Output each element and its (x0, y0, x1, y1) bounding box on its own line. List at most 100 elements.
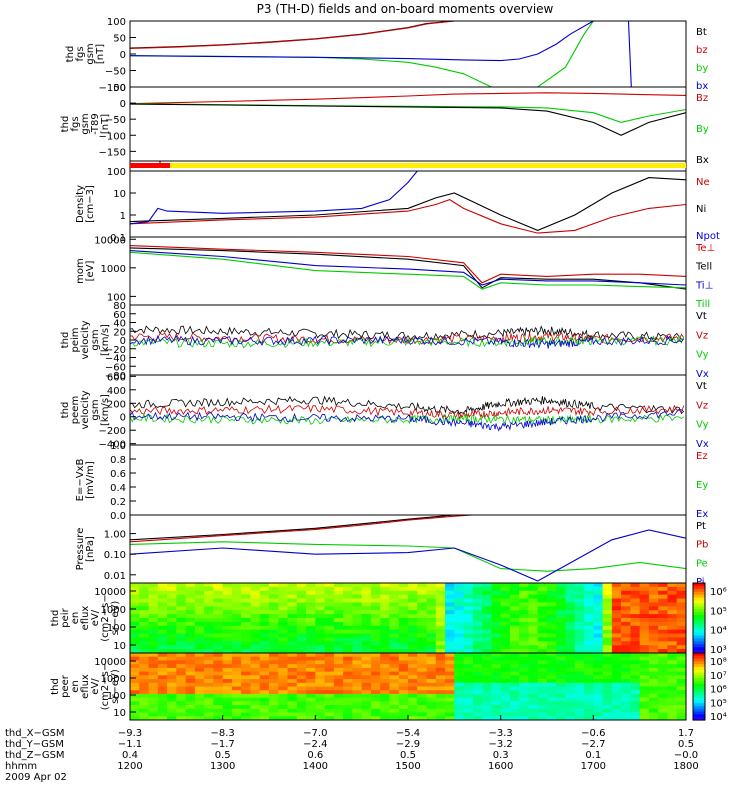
spectrogram-cell (324, 675, 335, 680)
y-axis-label: thd peer en eflux eV/(cm2−s− sr−eV) (50, 663, 121, 710)
spectrogram-cell (315, 618, 326, 623)
spectrogram-cell (417, 614, 428, 619)
spectrogram-cell (593, 656, 604, 662)
spectrogram-cell (584, 690, 594, 695)
spectrogram-cell (509, 656, 520, 662)
spectrogram-cell (491, 583, 502, 588)
spectrogram-cell (537, 621, 548, 627)
spectrogram-cell (426, 671, 437, 676)
spectrogram-cell (204, 633, 214, 639)
spectrogram-cell (259, 583, 270, 588)
spectrogram-cell (621, 598, 631, 604)
spectrogram-cell (593, 660, 604, 665)
spectrogram-cell (593, 705, 604, 710)
series-line-bx (130, 21, 635, 87)
y-axis-label-line: [nT] (95, 44, 106, 64)
y-tick-label: 60 (113, 310, 126, 321)
spectrogram-cell (250, 645, 261, 650)
spectrogram-cell (491, 656, 502, 662)
spectrogram-cell (324, 701, 335, 706)
spectrogram-cell (194, 583, 205, 588)
spectrogram-cell (398, 664, 409, 669)
spectrogram-cell (509, 671, 520, 676)
spectrogram-cell (380, 586, 391, 592)
spectrogram-cell (231, 645, 242, 650)
spectrogram-cell (621, 614, 631, 619)
legend-Bx: Bx (696, 155, 709, 166)
spectrogram-cell (621, 664, 631, 669)
spectrogram-cell (296, 614, 307, 619)
spectrogram-cell (676, 712, 686, 717)
spectrogram-cell (556, 716, 567, 720)
spectrogram-cell (676, 602, 686, 607)
spectrogram-cell (611, 716, 622, 720)
spectrogram-cell (639, 682, 650, 688)
spectrogram-cell (157, 590, 168, 596)
colorbar-step (693, 641, 705, 645)
spectrogram-cell (185, 690, 196, 695)
spectrogram-cell (148, 633, 159, 639)
spectrogram-cell (426, 649, 437, 653)
spectrogram-cell (250, 641, 261, 646)
spectrogram-cell (389, 667, 400, 673)
spectrogram-cell (648, 586, 659, 592)
spectrogram-cell (500, 645, 511, 650)
spectrogram-cell (250, 705, 261, 710)
spectrogram-cell (648, 641, 659, 646)
spectrogram-cell (519, 598, 530, 604)
legend-Vx: Vx (696, 369, 709, 380)
colorbar-step (693, 591, 705, 596)
spectrogram-cell (537, 649, 548, 653)
spectrogram-cell (547, 610, 557, 615)
spectrogram-cell (324, 633, 335, 639)
spectrogram-cell (287, 621, 298, 627)
spectrogram-cell (472, 590, 483, 596)
y-tick-label: 0.8 (110, 455, 126, 466)
panel-bg (130, 445, 686, 515)
spectrogram-cell (222, 586, 233, 592)
spectrogram-cell (648, 633, 659, 639)
footer-value: −8.3 (211, 728, 235, 739)
spectrogram-cell (306, 664, 316, 669)
spectrogram-cell (333, 583, 344, 588)
spectrogram-cell (676, 653, 686, 658)
spectrogram-cell (269, 598, 279, 604)
spectrogram-cell (222, 693, 233, 699)
spectrogram-cell (296, 633, 307, 639)
spectrogram-cell (500, 660, 511, 665)
legend-Te⊥: Te⊥ (695, 243, 715, 254)
spectrogram-cell (630, 614, 641, 619)
spectrogram-cell (204, 697, 214, 702)
spectrogram-cell (315, 633, 326, 639)
series-line-Bx (130, 103, 686, 136)
spectrogram-cell (333, 633, 344, 639)
series-line-Pb (130, 515, 480, 543)
spectrogram-cell (593, 637, 604, 642)
footer: thd_X−GSM −9.3 −8.3 −7.0 −5.4 −3.3 −0.6 1.7thd_… (5, 715, 699, 783)
spectrogram-cell (157, 667, 168, 673)
spectrogram-cell (491, 701, 502, 706)
spectrogram-cell (445, 697, 455, 702)
spectrogram-cell (417, 618, 428, 623)
y-tick-label: −100 (99, 131, 126, 142)
spectrogram-cell (639, 606, 650, 611)
footer-value: 1400 (303, 761, 328, 772)
spectrogram-cell (556, 641, 567, 646)
spectrogram-cell (278, 629, 289, 635)
spectrogram-cell (630, 664, 641, 669)
spectrogram-cell (547, 690, 557, 695)
spectrogram-cell (370, 602, 381, 607)
spectrogram-cell (491, 682, 502, 688)
colorbar-step (693, 644, 705, 648)
spectrogram-cell (630, 633, 641, 639)
spectrogram-cell (398, 625, 409, 631)
spectrogram-cell (296, 701, 307, 706)
spectrogram-cell (398, 667, 409, 673)
spectrogram-cell (667, 629, 678, 635)
spectrogram-cell (370, 693, 381, 699)
spectrogram-cell (482, 675, 492, 680)
spectrogram-cell (556, 621, 567, 627)
spectrogram-cell (315, 682, 326, 688)
spectrogram-cell (565, 671, 576, 676)
